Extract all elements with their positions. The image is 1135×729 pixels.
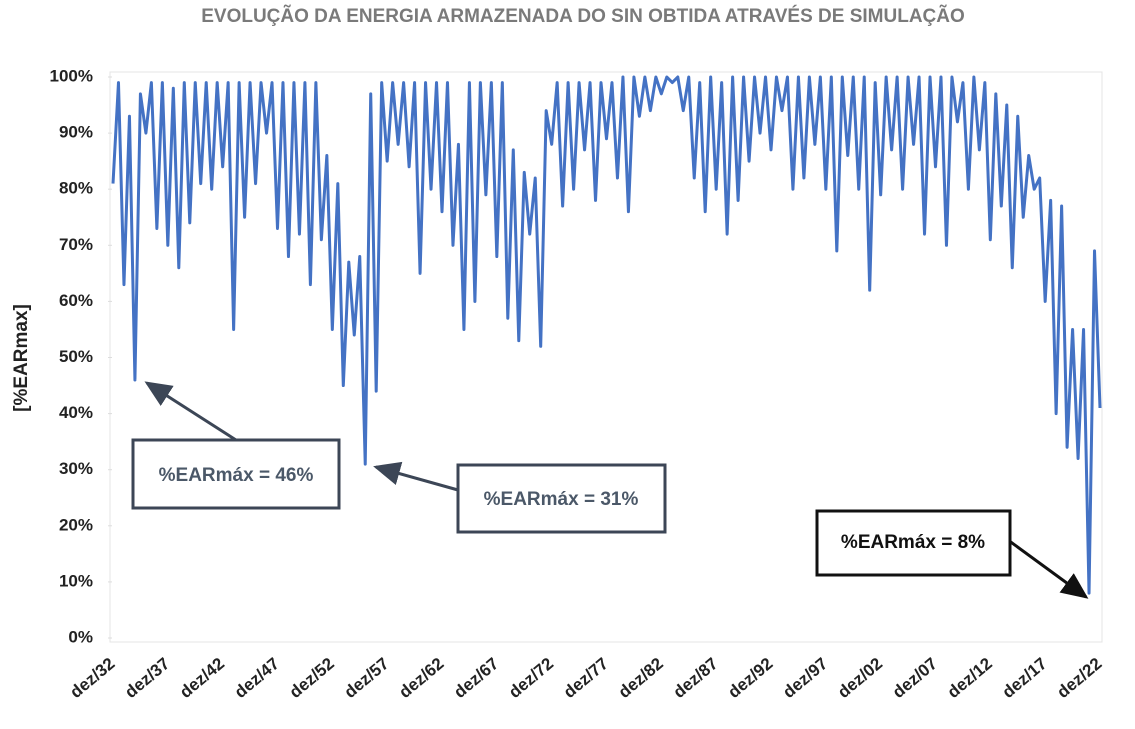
annotation-box xyxy=(815,509,1012,577)
x-tick-label: dez/97 xyxy=(779,654,831,702)
y-tick-label: 10% xyxy=(59,571,93,590)
y-tick-label: 50% xyxy=(59,347,93,366)
y-tick-label: 60% xyxy=(59,291,93,310)
x-tick-label: dez/57 xyxy=(341,654,393,702)
chart-title: EVOLUÇÃO DA ENERGIA ARMAZENADA DO SIN OB… xyxy=(201,5,965,27)
arrow xyxy=(1007,538,1089,599)
y-tick-label: 100% xyxy=(50,66,93,85)
y-tick-label: 90% xyxy=(59,123,93,142)
arrow xyxy=(144,381,237,442)
x-tick-label: dez/82 xyxy=(615,654,667,702)
x-tick-label: dez/52 xyxy=(286,654,338,702)
annotation: %EARmáx = 46% xyxy=(159,465,314,486)
x-tick-label: dez/67 xyxy=(450,654,502,702)
y-tick-label: 70% xyxy=(59,235,93,254)
annotation-box xyxy=(456,463,667,534)
x-tick-label: dez/17 xyxy=(999,654,1051,702)
annotation: %EARmáx = 8% xyxy=(841,532,985,553)
annotation: %EARmáx = 31% xyxy=(484,489,639,510)
arrow xyxy=(373,461,459,492)
x-tick-label: dez/92 xyxy=(724,654,776,702)
y-tick-label: 80% xyxy=(59,179,93,198)
x-tick-label: dez/12 xyxy=(944,654,996,702)
x-tick-label: dez/02 xyxy=(834,654,886,702)
y-axis-label: [%EARmax] xyxy=(11,304,32,412)
x-tick-label: dez/77 xyxy=(560,654,612,702)
x-tick-label: dez/72 xyxy=(505,654,557,702)
x-tick-label: dez/07 xyxy=(889,654,941,702)
y-tick-label: 30% xyxy=(59,459,93,478)
annotation-box xyxy=(131,438,341,510)
x-tick-label: dez/62 xyxy=(395,654,447,702)
line xyxy=(111,75,1102,595)
x-tick-label: dez/22 xyxy=(1053,654,1105,702)
x-tick-label: dez/47 xyxy=(231,654,283,702)
x-tick-label: dez/42 xyxy=(176,654,228,702)
x-tick-label: dez/32 xyxy=(66,654,118,702)
x-tick-label: dez/87 xyxy=(670,654,722,702)
y-tick-label: 40% xyxy=(59,403,93,422)
y-tick-label: 0% xyxy=(68,627,93,646)
x-tick-label: dez/37 xyxy=(121,654,173,702)
y-tick-label: 20% xyxy=(59,515,93,534)
